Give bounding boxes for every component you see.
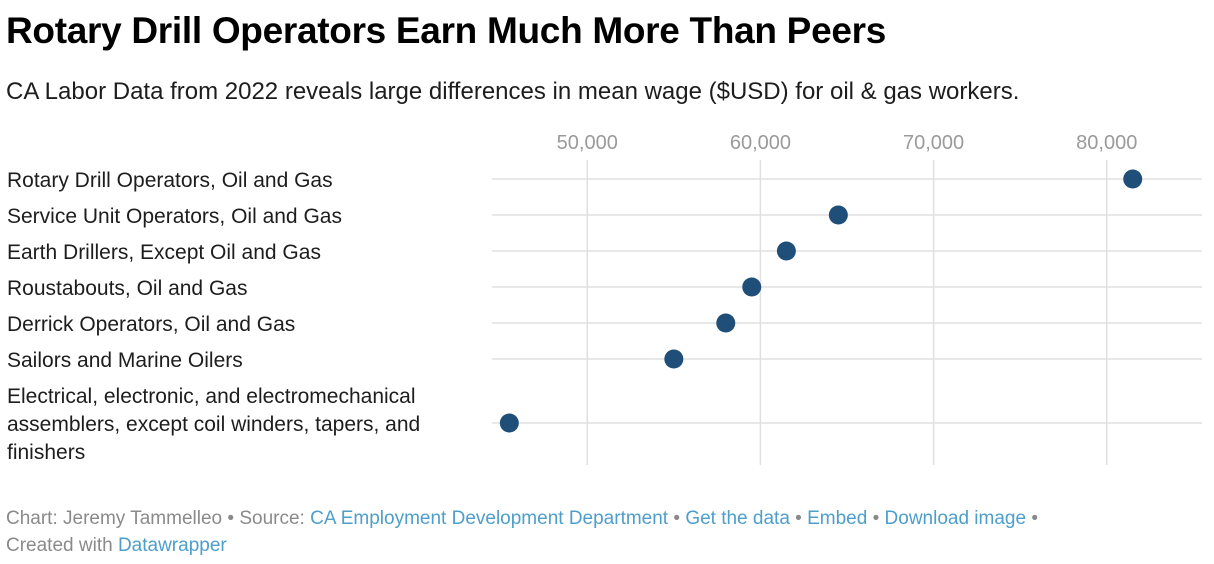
category-label: Rotary Drill Operators, Oil and Gas [7, 169, 333, 192]
category-label: Sailors and Marine Oilers [7, 349, 243, 372]
footer-separator: • [795, 508, 802, 529]
dot-plot: 50,000 60,000 70,000 80,000 Rotary Drill Ope… [7, 132, 1202, 465]
byline: Chart: Jeremy Tammelleo [6, 508, 223, 529]
footer-separator: • [872, 508, 880, 529]
data-point [828, 205, 848, 225]
get-data-link[interactable]: Get the data [685, 508, 790, 529]
data-point [1123, 169, 1143, 189]
category-label: Earth Drillers, Except Oil and Gas [7, 241, 321, 264]
x-tick-label: 80,000 [1076, 132, 1137, 154]
data-point [664, 349, 684, 369]
data-point [742, 277, 762, 297]
footer-separator: • [227, 508, 235, 529]
created-with-label: Created with [6, 535, 113, 556]
source-label: Source: [239, 508, 305, 529]
category-label: Derrick Operators, Oil and Gas [7, 313, 295, 336]
datawrapper-link[interactable]: Datawrapper [117, 535, 227, 556]
footer-separator: • [1031, 508, 1038, 529]
x-tick-label: 50,000 [557, 132, 618, 154]
embed-link[interactable]: Embed [807, 508, 868, 529]
chart-title: Rotary Drill Operators Earn Much More Th… [6, 10, 886, 51]
data-point [776, 241, 796, 261]
category-label: Roustabouts, Oil and Gas [7, 277, 247, 300]
category-label: Service Unit Operators, Oil and Gas [7, 205, 342, 228]
footer-separator: • [673, 508, 681, 529]
download-image-link[interactable]: Download image [884, 508, 1027, 529]
x-tick-label: 60,000 [730, 132, 791, 154]
x-tick-label: 70,000 [903, 132, 964, 154]
category-label: Electrical, electronic, and electromecha… [7, 385, 420, 464]
source-link[interactable]: CA Employment Development Department [310, 508, 669, 529]
chart-subtitle: CA Labor Data from 2022 reveals large di… [6, 78, 1020, 105]
data-point [716, 313, 736, 333]
chart-footer: Chart: Jeremy Tammelleo • Source: CA Emp… [6, 505, 1196, 559]
data-point [499, 413, 519, 433]
